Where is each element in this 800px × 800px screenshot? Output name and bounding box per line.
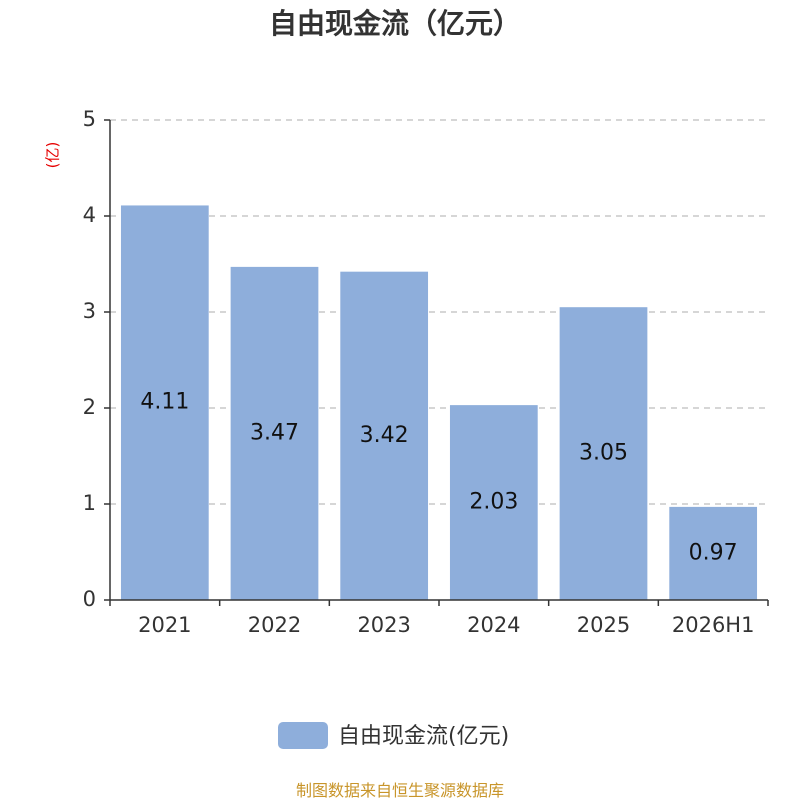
bar-value-label-2024: 2.03 (469, 490, 518, 515)
x-tick-label-2025: 2025 (577, 613, 630, 637)
bar-2021[interactable] (120, 205, 209, 600)
bar-value-label-2026H1: 0.97 (689, 540, 738, 565)
bar-value-label-2022: 3.47 (250, 420, 299, 445)
legend-swatch[interactable] (278, 722, 328, 749)
y-tick-label-3: 3 (83, 299, 96, 323)
bar-2025[interactable] (559, 307, 648, 600)
chart-title: 自由现金流（亿元） (269, 7, 521, 40)
bar-value-label-2021: 4.11 (140, 390, 189, 415)
x-tick-label-2024: 2024 (467, 613, 520, 637)
y-axis-unit-label: (亿) (44, 142, 62, 169)
x-tick-label-2026H1: 2026H1 (672, 613, 755, 637)
axes: 0 1 2 3 4 5 2021 2022 2023 2024 2025 2026H1 (83, 107, 769, 637)
y-tick-label-0: 0 (83, 587, 96, 611)
y-tick-label-4: 4 (83, 203, 96, 227)
legend[interactable]: 自由现金流(亿元) (278, 722, 509, 749)
bar-value-label-2023: 3.42 (360, 423, 409, 448)
legend-label[interactable]: 自由现金流(亿元) (338, 724, 509, 749)
y-tick-label-2: 2 (83, 395, 96, 419)
bar-value-labels: 4.11 3.47 3.42 2.03 3.05 0.97 (140, 390, 737, 566)
bar-2022[interactable] (230, 266, 319, 600)
x-tick-label-2022: 2022 (248, 613, 301, 637)
data-source-note: 制图数据来自恒生聚源数据库 (296, 781, 504, 800)
bar-value-label-2025: 3.05 (579, 441, 628, 466)
x-tick-label-2023: 2023 (357, 613, 410, 637)
bars (120, 205, 758, 600)
bar-2023[interactable] (340, 271, 429, 600)
y-tick-label-5: 5 (83, 107, 96, 131)
bar-2026H1[interactable] (669, 506, 758, 600)
y-tick-label-1: 1 (83, 491, 96, 515)
x-tick-label-2021: 2021 (138, 613, 191, 637)
bar-2024[interactable] (449, 405, 538, 600)
